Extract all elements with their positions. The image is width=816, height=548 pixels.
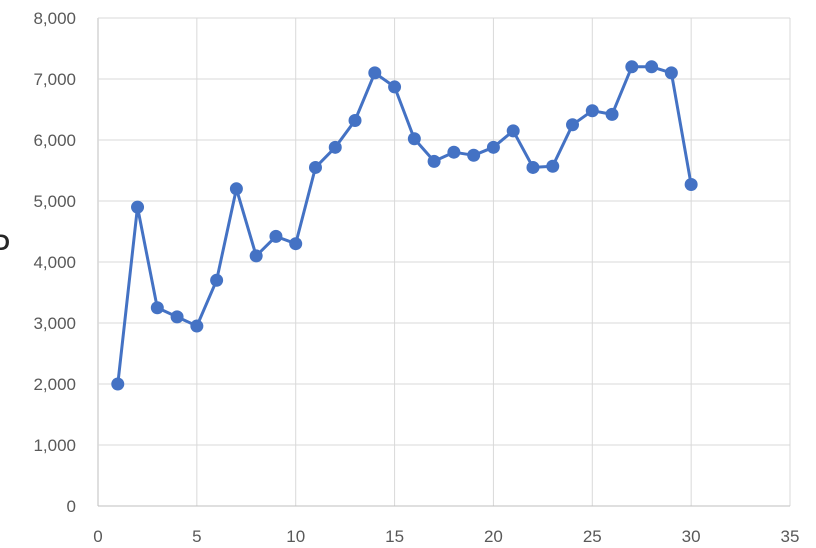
horizontal-gridlines — [98, 17, 790, 507]
y-axis-tick-labels: 0 1,000 2,000 3,000 4,000 5,000 6,000 7,000 8,00… — [33, 9, 76, 516]
data-point — [585, 104, 599, 118]
data-point — [368, 66, 382, 80]
data-point — [506, 124, 520, 138]
data-point — [625, 60, 639, 74]
data-point — [210, 273, 224, 287]
series-line — [116, 65, 693, 386]
y-tick-label: 5,000 — [33, 192, 76, 211]
data-point — [467, 148, 481, 162]
y-tick-label: 6,000 — [33, 131, 76, 150]
y-tick-label: 1,000 — [33, 436, 76, 455]
data-point — [131, 200, 145, 214]
y-tick-label: 7,000 — [33, 70, 76, 89]
data-point — [546, 159, 560, 173]
data-point — [289, 237, 303, 251]
data-point — [566, 118, 580, 132]
data-point — [190, 319, 204, 333]
data-point — [249, 249, 263, 263]
x-axis-tick-labels: 0 5 10 15 20 25 30 35 — [93, 527, 799, 546]
y-tick-label: 8,000 — [33, 9, 76, 28]
series-layer — [111, 60, 698, 391]
data-point — [605, 107, 619, 121]
data-point — [447, 145, 461, 159]
data-point — [328, 140, 342, 154]
data-point — [407, 132, 421, 146]
data-point — [526, 160, 540, 174]
data-point — [684, 178, 698, 192]
x-tick-label: 20 — [484, 527, 503, 546]
data-point — [229, 182, 243, 196]
clipped-axis-label: D — [0, 230, 10, 255]
x-tick-label: 30 — [682, 527, 701, 546]
y-tick-label: 4,000 — [33, 253, 76, 272]
data-point — [664, 66, 678, 80]
data-point — [486, 140, 500, 154]
data-point — [150, 301, 164, 315]
data-point — [308, 160, 322, 174]
x-tick-label: 0 — [93, 527, 102, 546]
x-tick-label: 15 — [385, 527, 404, 546]
data-point — [427, 154, 441, 168]
y-tick-label: 0 — [67, 497, 76, 516]
data-point — [348, 113, 362, 127]
data-point — [170, 310, 184, 324]
x-tick-label: 35 — [781, 527, 800, 546]
data-point — [111, 377, 125, 391]
x-tick-label: 5 — [192, 527, 201, 546]
data-point — [388, 80, 402, 94]
data-point — [269, 229, 283, 243]
y-tick-label: 3,000 — [33, 314, 76, 333]
x-tick-label: 25 — [583, 527, 602, 546]
y-tick-label: 2,000 — [33, 375, 76, 394]
x-tick-label: 10 — [286, 527, 305, 546]
data-point — [645, 60, 659, 74]
